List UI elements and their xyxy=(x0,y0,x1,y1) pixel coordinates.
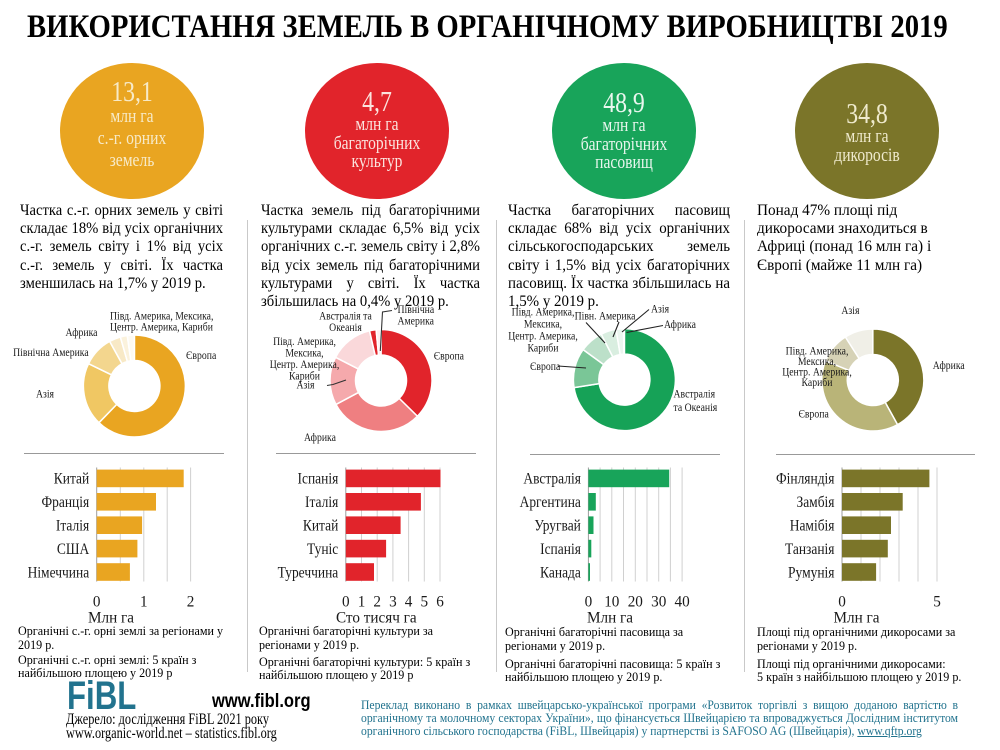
svg-text:Європа: Європа xyxy=(799,409,830,421)
svg-text:Азія: Азія xyxy=(651,304,669,316)
svg-text:Півн. Америка: Півн. Америка xyxy=(575,311,636,323)
svg-text:Австралія: Австралія xyxy=(523,471,581,488)
svg-text:Іспанія: Іспанія xyxy=(540,541,581,558)
svg-text:Німеччина: Німеччина xyxy=(28,564,90,581)
svg-text:Європа: Європа xyxy=(434,351,465,363)
svg-text:Центр. Америка, Кариби: Центр. Америка, Кариби xyxy=(110,322,213,334)
svg-text:Млн га: Млн га xyxy=(834,609,880,626)
svg-text:Азія: Азія xyxy=(36,389,54,401)
svg-text:Фінляндія: Фінляндія xyxy=(776,471,835,488)
svg-text:Північна Америка: Північна Америка xyxy=(13,347,89,359)
svg-text:Африка: Африка xyxy=(66,327,98,339)
svg-text:Кариби: Кариби xyxy=(802,377,833,389)
svg-text:Італія: Італія xyxy=(56,518,90,535)
svg-text:Півд. Америка, Мексика,: Півд. Америка, Мексика, xyxy=(110,311,213,323)
svg-text:Півд. Америка,: Півд. Америка, xyxy=(786,346,849,358)
svg-text:3: 3 xyxy=(389,593,397,610)
svg-text:0: 0 xyxy=(838,593,846,610)
svg-text:Млн га: Млн га xyxy=(587,609,633,626)
svg-text:2: 2 xyxy=(373,593,381,610)
svg-text:Замбія: Замбія xyxy=(796,494,834,511)
svg-text:Іспанія: Іспанія xyxy=(297,471,338,488)
svg-text:2: 2 xyxy=(187,593,195,610)
svg-text:30: 30 xyxy=(651,593,666,610)
svg-text:10: 10 xyxy=(604,593,619,610)
svg-text:Африка: Африка xyxy=(304,432,336,444)
svg-text:20: 20 xyxy=(628,593,643,610)
svg-text:Півд. Америка,: Півд. Америка, xyxy=(273,336,336,348)
svg-text:40: 40 xyxy=(675,593,690,610)
svg-text:Китай: Китай xyxy=(54,471,90,488)
svg-text:Аргентина: Аргентина xyxy=(520,494,582,511)
svg-text:0: 0 xyxy=(342,593,350,610)
svg-text:Північна: Північна xyxy=(398,304,435,316)
svg-text:Туніс: Туніс xyxy=(307,541,338,558)
svg-text:Кариби: Кариби xyxy=(289,371,320,383)
svg-text:1: 1 xyxy=(358,593,366,610)
svg-text:США: США xyxy=(57,541,90,558)
svg-text:4: 4 xyxy=(405,593,413,610)
svg-text:Мексика,: Мексика, xyxy=(285,348,323,360)
svg-text:Канада: Канада xyxy=(540,564,581,581)
svg-text:Азія: Азія xyxy=(296,380,314,392)
svg-text:Півд. Америка,: Півд. Америка, xyxy=(512,307,575,319)
svg-text:Африка: Африка xyxy=(664,319,696,331)
svg-text:0: 0 xyxy=(93,593,101,610)
svg-text:6: 6 xyxy=(436,593,444,610)
svg-text:та Океанія: та Океанія xyxy=(674,402,718,414)
svg-text:5: 5 xyxy=(933,593,941,610)
svg-text:Млн га: Млн га xyxy=(88,609,134,626)
svg-text:Уругвай: Уругвай xyxy=(534,518,581,535)
svg-text:Африка: Африка xyxy=(933,360,965,372)
svg-text:Австралія та: Австралія та xyxy=(319,311,372,323)
svg-text:Румунія: Румунія xyxy=(788,564,835,581)
svg-text:Центр. Америка,: Центр. Америка, xyxy=(782,367,852,379)
svg-text:Танзанія: Танзанія xyxy=(785,541,835,558)
svg-text:Америка: Америка xyxy=(398,316,435,328)
svg-text:Франція: Франція xyxy=(41,494,89,511)
svg-text:Мексика,: Мексика, xyxy=(524,319,562,331)
svg-text:Європа: Європа xyxy=(530,361,561,373)
svg-text:Центр. Америка,: Центр. Америка, xyxy=(270,359,340,371)
svg-text:Австралія: Австралія xyxy=(674,389,716,401)
svg-text:0: 0 xyxy=(585,593,593,610)
svg-text:Океанія: Океанія xyxy=(329,322,362,334)
svg-text:Намібія: Намібія xyxy=(790,518,835,535)
svg-text:Європа: Європа xyxy=(186,350,217,362)
svg-text:Мексика,: Мексика, xyxy=(798,356,836,368)
svg-text:Туреччина: Туреччина xyxy=(278,564,339,581)
svg-text:Азія: Азія xyxy=(841,305,859,317)
svg-text:5: 5 xyxy=(421,593,429,610)
svg-text:1: 1 xyxy=(140,593,148,610)
svg-text:Сто тисяч га: Сто тисяч га xyxy=(336,609,417,626)
svg-text:Кариби: Кариби xyxy=(528,343,559,355)
svg-text:Італія: Італія xyxy=(305,494,339,511)
svg-text:Центр. Америка,: Центр. Америка, xyxy=(508,331,578,343)
svg-text:Китай: Китай xyxy=(303,518,339,535)
